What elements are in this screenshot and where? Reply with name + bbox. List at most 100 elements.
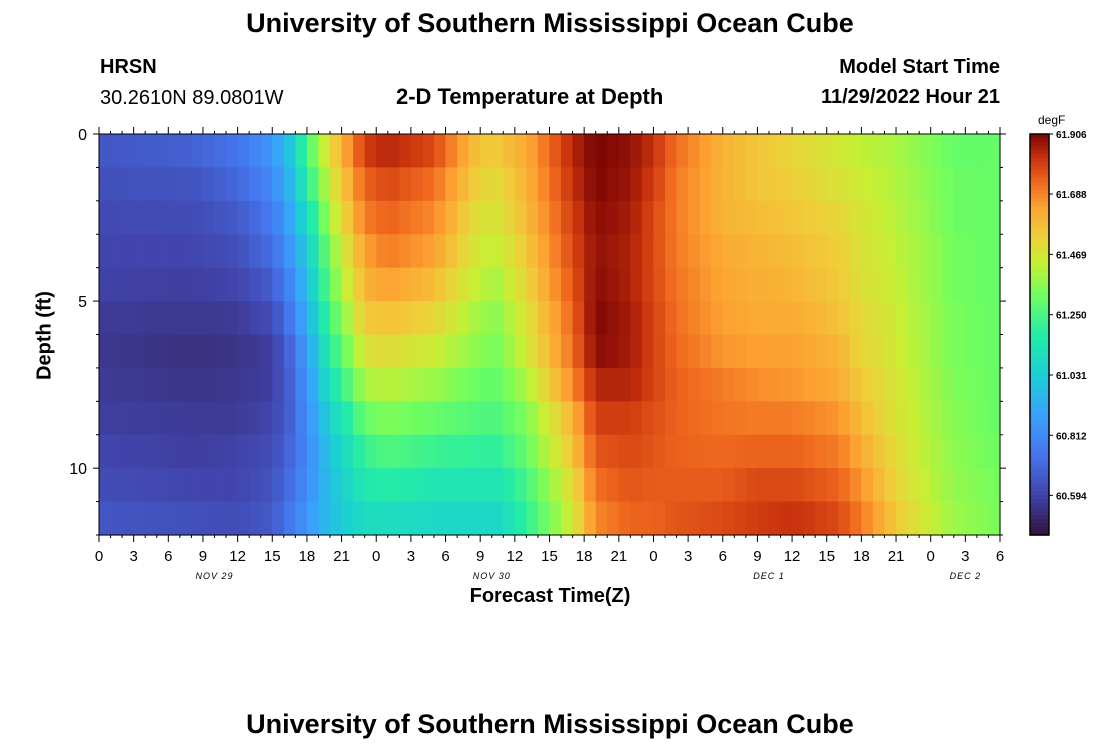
heatmap-cell bbox=[722, 234, 735, 269]
heatmap-cell bbox=[676, 167, 689, 202]
heatmap-cell bbox=[410, 434, 424, 469]
heatmap-cell bbox=[283, 468, 296, 503]
heatmap-cell bbox=[237, 468, 250, 503]
colorbar-segment bbox=[1030, 234, 1049, 239]
heatmap-cell bbox=[953, 167, 966, 202]
heatmap-cell bbox=[549, 267, 562, 302]
heatmap-cell bbox=[387, 167, 400, 202]
heatmap-cell bbox=[272, 468, 285, 503]
heatmap-cell bbox=[283, 367, 296, 402]
heatmap-cell bbox=[953, 134, 966, 169]
heatmap-cell bbox=[445, 401, 458, 436]
heatmap-cell bbox=[745, 468, 759, 503]
heatmap-cell bbox=[907, 301, 920, 336]
heatmap-cell bbox=[191, 167, 204, 202]
heatmap-cell bbox=[330, 334, 343, 369]
heatmap-cell bbox=[341, 334, 354, 369]
heatmap-cell bbox=[457, 367, 470, 402]
heatmap-cell bbox=[249, 334, 262, 369]
heatmap-cell bbox=[110, 134, 123, 169]
heatmap-cell bbox=[237, 301, 250, 336]
heatmap-cell bbox=[99, 468, 112, 503]
heatmap-cell bbox=[792, 134, 805, 169]
heatmap-cell bbox=[549, 167, 562, 202]
heatmap-cell bbox=[641, 267, 655, 302]
heatmap-cell bbox=[688, 267, 701, 302]
heatmap-cell bbox=[226, 468, 239, 503]
heatmap-cell bbox=[468, 267, 481, 302]
heatmap-cell bbox=[376, 234, 389, 269]
y-tick-label: 0 bbox=[78, 127, 87, 144]
colorbar-segment bbox=[1030, 258, 1049, 263]
heatmap-cell bbox=[549, 200, 562, 235]
heatmap-cell bbox=[665, 501, 678, 536]
heatmap-cell bbox=[468, 301, 481, 336]
heatmap-cell bbox=[226, 334, 239, 369]
heatmap-cell bbox=[653, 367, 666, 402]
heatmap-cell bbox=[884, 501, 897, 536]
heatmap-cell bbox=[122, 234, 135, 269]
heatmap-cell bbox=[595, 301, 608, 336]
heatmap-cell bbox=[272, 334, 285, 369]
heatmap-cell bbox=[306, 468, 320, 503]
heatmap-cell bbox=[272, 367, 285, 402]
heatmap-cell bbox=[364, 401, 377, 436]
x-tick-label: 0 bbox=[649, 548, 657, 565]
station-name: HRSN bbox=[100, 56, 157, 78]
heatmap-cell bbox=[711, 200, 724, 235]
heatmap-cell bbox=[364, 468, 377, 503]
heatmap-cell bbox=[942, 234, 955, 269]
heatmap-cell bbox=[503, 367, 516, 402]
colorbar-segment bbox=[1030, 374, 1049, 380]
heatmap-cell bbox=[214, 200, 227, 235]
heatmap-cell bbox=[318, 468, 331, 503]
x-tick-label: 18 bbox=[853, 548, 870, 565]
heatmap-cell bbox=[249, 267, 262, 302]
heatmap-cell bbox=[330, 468, 343, 503]
heatmap-cell bbox=[803, 468, 816, 503]
heatmap-cell bbox=[595, 267, 608, 302]
heatmap-cell bbox=[699, 401, 712, 436]
heatmap-cell bbox=[688, 401, 701, 436]
heatmap-cell bbox=[780, 334, 793, 369]
heatmap-cell bbox=[445, 234, 458, 269]
heatmap-cell bbox=[768, 234, 782, 269]
heatmap-cell bbox=[976, 234, 990, 269]
heatmap-cell bbox=[237, 501, 250, 536]
x-tick-label: 21 bbox=[333, 548, 350, 565]
heatmap-cell bbox=[330, 167, 343, 202]
heatmap-cell bbox=[249, 301, 262, 336]
heatmap-cell bbox=[318, 167, 331, 202]
heatmap-cell bbox=[237, 167, 250, 202]
heatmap-cell bbox=[618, 167, 631, 202]
heatmap-cell bbox=[99, 401, 112, 436]
heatmap-cell bbox=[965, 134, 978, 169]
heatmap-cell bbox=[803, 134, 816, 169]
heatmap-cell bbox=[803, 334, 816, 369]
heatmap-cell bbox=[584, 134, 597, 169]
heatmap-cell bbox=[249, 167, 262, 202]
colorbar-segment bbox=[1030, 494, 1049, 500]
heatmap-cell bbox=[780, 167, 793, 202]
heatmap-cell bbox=[930, 501, 943, 536]
heatmap-cell bbox=[676, 334, 689, 369]
heatmap-cell bbox=[711, 468, 724, 503]
heatmap-cell bbox=[942, 401, 955, 436]
heatmap-cell bbox=[572, 501, 585, 536]
heatmap-cell bbox=[630, 501, 643, 536]
heatmap-cell bbox=[191, 267, 204, 302]
heatmap-cell bbox=[457, 434, 470, 469]
heatmap-cell bbox=[214, 434, 227, 469]
heatmap-cell bbox=[549, 301, 562, 336]
colorbar-segment bbox=[1030, 166, 1049, 171]
heatmap-cell bbox=[896, 468, 909, 503]
heatmap-cell bbox=[699, 267, 712, 302]
heatmap-cell bbox=[757, 267, 770, 302]
heatmap-cell bbox=[202, 234, 216, 269]
heatmap-cell bbox=[803, 301, 816, 336]
heatmap-cell bbox=[422, 267, 435, 302]
heatmap-cell bbox=[133, 234, 146, 269]
heatmap-cell bbox=[514, 134, 527, 169]
heatmap-cell bbox=[561, 234, 574, 269]
heatmap-cell bbox=[734, 234, 747, 269]
